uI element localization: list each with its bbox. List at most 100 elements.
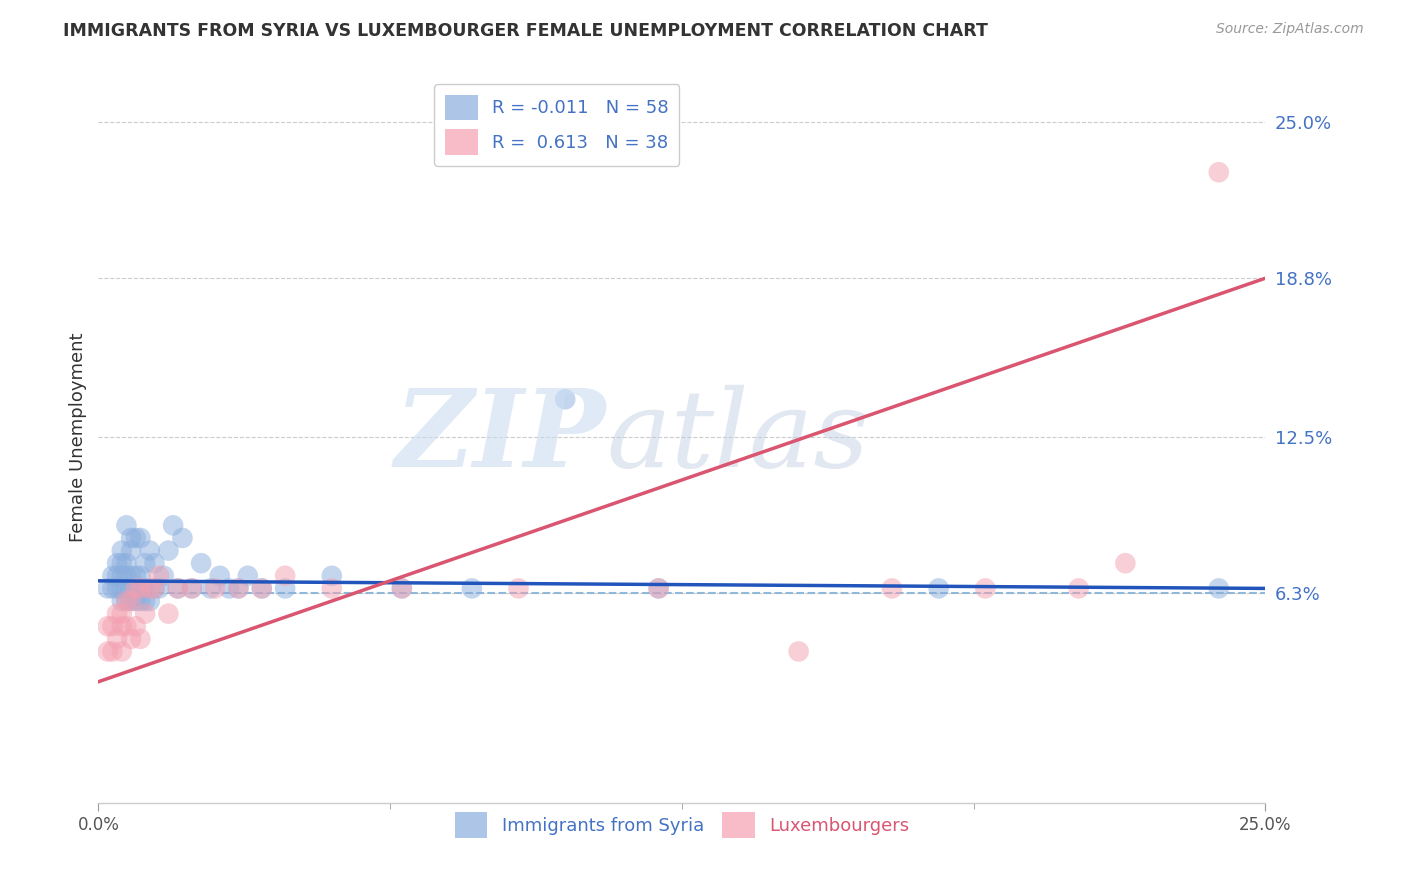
- Point: [880, 582, 903, 596]
- Text: ZIP: ZIP: [395, 384, 606, 490]
- Point: [115, 569, 138, 583]
- Point: [148, 582, 170, 596]
- Point: [974, 582, 997, 596]
- Point: [391, 582, 413, 596]
- Legend: Immigrants from Syria, Luxembourgers: Immigrants from Syria, Luxembourgers: [447, 805, 917, 845]
- Point: [204, 582, 226, 596]
- Point: [508, 582, 530, 596]
- Point: [134, 594, 156, 608]
- Point: [111, 607, 134, 621]
- Point: [111, 582, 134, 596]
- Y-axis label: Female Unemployment: Female Unemployment: [69, 333, 87, 541]
- Point: [152, 569, 174, 583]
- Point: [105, 607, 128, 621]
- Point: [1114, 556, 1136, 570]
- Point: [321, 582, 343, 596]
- Point: [120, 582, 142, 596]
- Text: IMMIGRANTS FROM SYRIA VS LUXEMBOURGER FEMALE UNEMPLOYMENT CORRELATION CHART: IMMIGRANTS FROM SYRIA VS LUXEMBOURGER FE…: [63, 22, 988, 40]
- Point: [115, 594, 138, 608]
- Point: [101, 644, 124, 658]
- Point: [157, 543, 180, 558]
- Point: [228, 582, 250, 596]
- Point: [162, 518, 184, 533]
- Point: [111, 556, 134, 570]
- Point: [125, 594, 148, 608]
- Point: [321, 569, 343, 583]
- Text: Source: ZipAtlas.com: Source: ZipAtlas.com: [1216, 22, 1364, 37]
- Point: [1067, 582, 1090, 596]
- Point: [97, 582, 120, 596]
- Point: [129, 582, 152, 596]
- Point: [115, 619, 138, 633]
- Point: [120, 543, 142, 558]
- Point: [111, 644, 134, 658]
- Point: [139, 543, 162, 558]
- Point: [134, 556, 156, 570]
- Point: [111, 543, 134, 558]
- Point: [115, 582, 138, 596]
- Point: [1208, 165, 1230, 179]
- Point: [105, 632, 128, 646]
- Point: [143, 556, 166, 570]
- Point: [101, 619, 124, 633]
- Point: [274, 582, 297, 596]
- Point: [120, 632, 142, 646]
- Point: [134, 582, 156, 596]
- Point: [787, 644, 810, 658]
- Point: [120, 531, 142, 545]
- Point: [97, 619, 120, 633]
- Point: [111, 569, 134, 583]
- Point: [97, 644, 120, 658]
- Point: [115, 518, 138, 533]
- Point: [208, 569, 231, 583]
- Point: [250, 582, 273, 596]
- Point: [157, 607, 180, 621]
- Text: atlas: atlas: [606, 384, 869, 490]
- Point: [647, 582, 669, 596]
- Point: [125, 582, 148, 596]
- Point: [148, 569, 170, 583]
- Point: [274, 569, 297, 583]
- Point: [143, 582, 166, 596]
- Point: [129, 531, 152, 545]
- Point: [1208, 582, 1230, 596]
- Point: [111, 594, 134, 608]
- Point: [647, 582, 669, 596]
- Point: [166, 582, 188, 596]
- Point: [125, 582, 148, 596]
- Point: [139, 582, 162, 596]
- Point: [461, 582, 484, 596]
- Point: [134, 607, 156, 621]
- Point: [391, 582, 413, 596]
- Point: [172, 531, 194, 545]
- Point: [115, 556, 138, 570]
- Point: [129, 632, 152, 646]
- Point: [120, 569, 142, 583]
- Point: [111, 619, 134, 633]
- Point: [129, 594, 152, 608]
- Point: [139, 594, 162, 608]
- Point: [105, 582, 128, 596]
- Point: [105, 556, 128, 570]
- Point: [101, 569, 124, 583]
- Point: [125, 619, 148, 633]
- Point: [125, 569, 148, 583]
- Point: [928, 582, 950, 596]
- Point: [115, 594, 138, 608]
- Point: [228, 582, 250, 596]
- Point: [180, 582, 202, 596]
- Point: [101, 582, 124, 596]
- Point: [180, 582, 202, 596]
- Point: [190, 556, 212, 570]
- Point: [236, 569, 259, 583]
- Point: [218, 582, 240, 596]
- Point: [554, 392, 576, 407]
- Point: [120, 594, 142, 608]
- Point: [120, 594, 142, 608]
- Point: [105, 569, 128, 583]
- Point: [129, 569, 152, 583]
- Point: [166, 582, 188, 596]
- Point: [143, 582, 166, 596]
- Point: [250, 582, 273, 596]
- Point: [129, 582, 152, 596]
